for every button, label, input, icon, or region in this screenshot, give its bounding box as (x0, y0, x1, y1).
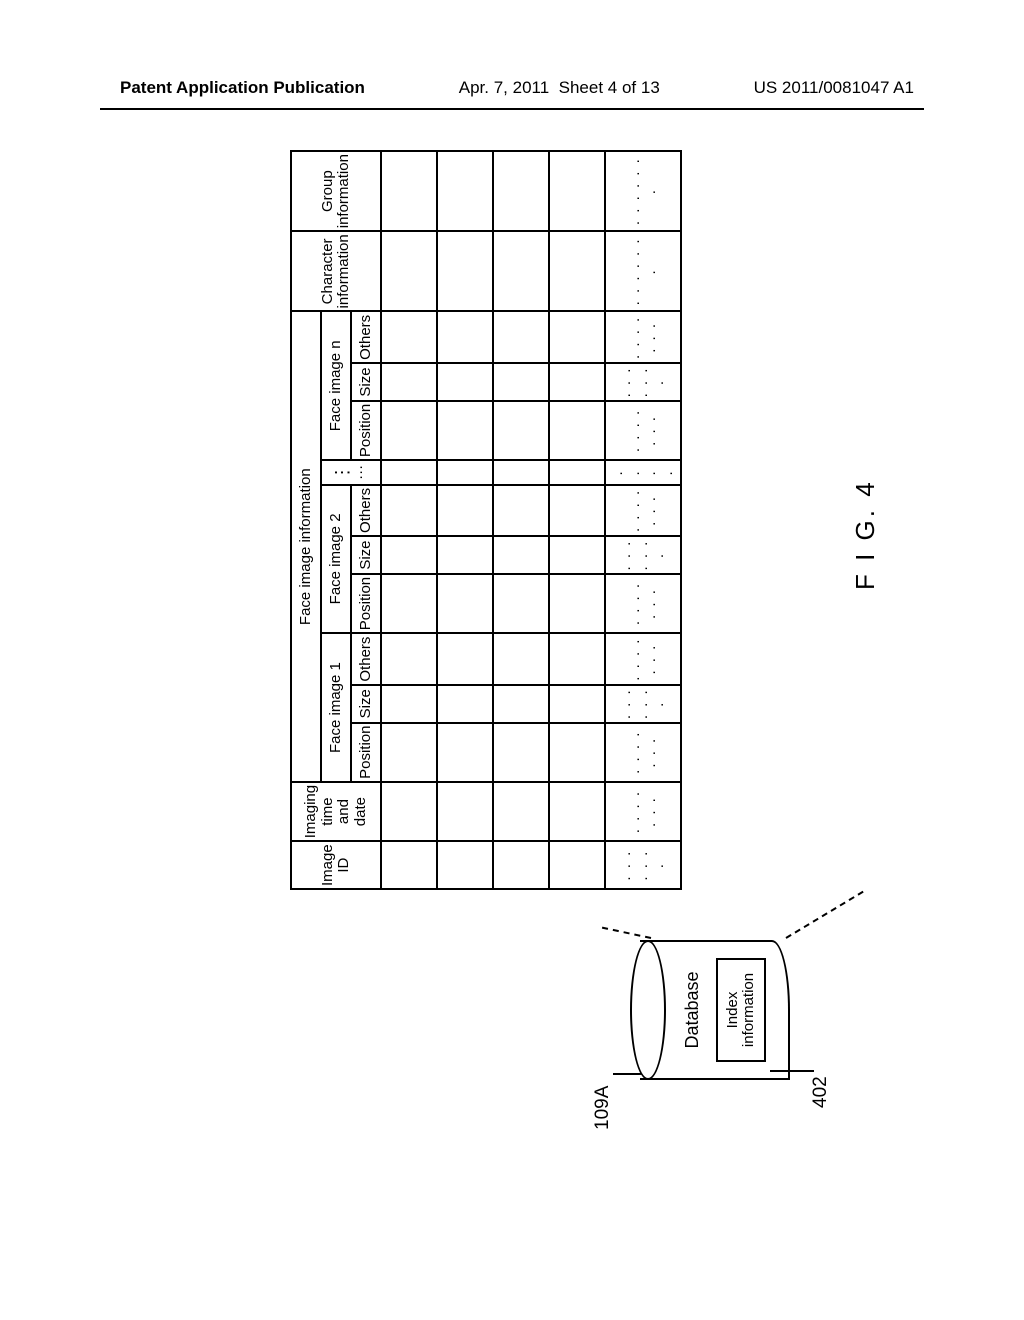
col-others: Others (351, 485, 381, 537)
col-size: Size (351, 363, 381, 401)
col-face2: Face image 2 (321, 485, 351, 634)
database-label: Database (682, 940, 703, 1080)
col-image-id: Image ID (291, 841, 381, 889)
index-table: Image ID Imaging time and date Face imag… (290, 150, 682, 890)
table-row-dots: . . . . . . . . . . . . . . . . . . . . … (605, 151, 681, 889)
col-char-info: Character information (291, 231, 381, 311)
header-rule (100, 108, 924, 110)
callout-dash (602, 927, 651, 939)
leader-line (770, 1060, 814, 1072)
database-symbol: Database Index information (630, 940, 800, 1080)
col-ellipsis: ⋮ ··· (321, 460, 381, 484)
col-size: Size (351, 685, 381, 723)
col-group-info: Group information (291, 151, 381, 231)
table-row (381, 151, 437, 889)
ref-109a: 109A (592, 1086, 614, 1130)
col-others: Others (351, 311, 381, 363)
col-facen: Face image n (321, 311, 351, 460)
pub-title: Patent Application Publication (120, 78, 365, 98)
pub-num: US 2011/0081047 A1 (754, 78, 914, 98)
index-info-box: Index information (716, 958, 766, 1062)
table-row (493, 151, 549, 889)
col-face-info: Face image information (291, 311, 321, 781)
table-row (549, 151, 605, 889)
col-pos: Position (351, 401, 381, 460)
ref-402: 402 (810, 1076, 832, 1108)
col-face1: Face image 1 (321, 633, 351, 782)
pub-date: Apr. 7, 2011 Sheet 4 of 13 (459, 78, 660, 98)
col-pos: Position (351, 723, 381, 782)
col-size: Size (351, 536, 381, 574)
table-row (437, 151, 493, 889)
callout-dash (785, 891, 863, 939)
figure: 109A Database Index information 402 Imag… (130, 150, 910, 1130)
col-others: Others (351, 633, 381, 685)
figure-label: F I G. 4 (850, 479, 881, 590)
col-imaging: Imaging time and date (291, 782, 381, 841)
col-pos: Position (351, 574, 381, 633)
